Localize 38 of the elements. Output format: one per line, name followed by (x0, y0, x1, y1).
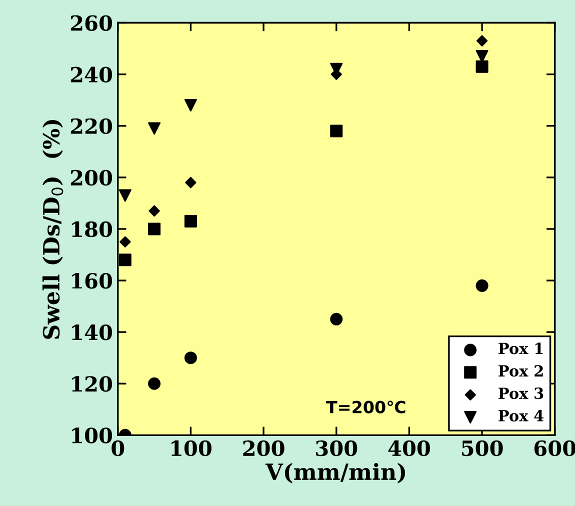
y-tick-label: 260 (70, 15, 112, 31)
point (118, 254, 132, 266)
point (184, 214, 197, 228)
point (148, 222, 161, 236)
y-tick-label: 220 (70, 118, 112, 134)
x-tick-label: 300 (316, 440, 358, 456)
y-tick-label: 180 (72, 221, 112, 238)
point (148, 205, 160, 217)
point (476, 60, 488, 73)
x-tick-label: 200 (243, 440, 284, 456)
y-axis-title: Swell (Ds/D$_{0}$) (%) (42, 120, 64, 339)
y-tick-label: 160 (72, 272, 112, 289)
point (148, 122, 161, 135)
legend-label: Pox 2 (498, 365, 543, 377)
point (148, 377, 161, 390)
x-axis-title: V(mm/min) (265, 462, 406, 484)
y-tick-label: 200 (70, 170, 112, 186)
legend-label: Pox 3 (498, 388, 544, 400)
x-tick-label: 100 (172, 440, 212, 456)
point (120, 236, 131, 248)
point (184, 99, 197, 112)
point (476, 35, 488, 46)
x-tick-label: 500 (462, 440, 503, 456)
point (330, 124, 343, 138)
y-tick-label: 140 (72, 324, 112, 340)
point (330, 312, 343, 326)
point (185, 176, 196, 188)
legend-label: Pox 4 (498, 410, 544, 422)
y-tick-label: 120 (72, 376, 112, 392)
point (118, 189, 132, 202)
point (476, 279, 488, 292)
annotation: T=200℃ (326, 400, 406, 414)
legend-label: Pox 1 (498, 342, 543, 354)
x-tick-label: 0 (112, 440, 124, 456)
y-tick-label: 240 (70, 66, 112, 83)
x-tick-label: 400 (388, 440, 430, 456)
y-tick-label: 100 (72, 428, 112, 444)
point (184, 352, 197, 364)
